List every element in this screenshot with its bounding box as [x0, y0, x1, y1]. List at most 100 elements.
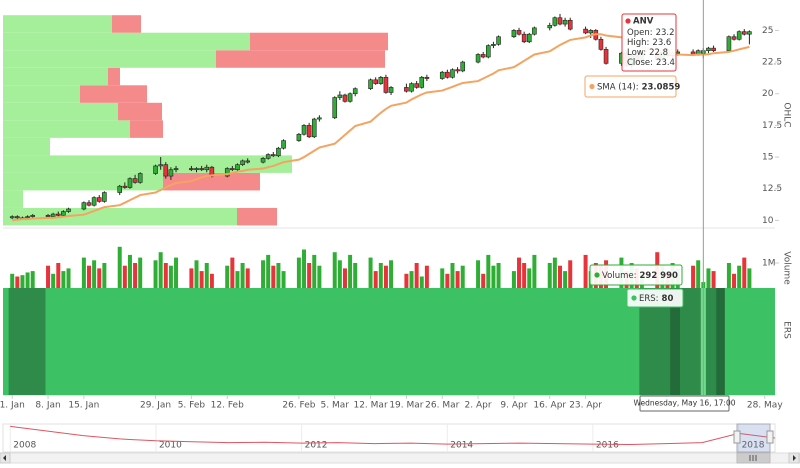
volume-bar [30, 271, 35, 290]
candle-body [332, 97, 338, 119]
candle-body [30, 215, 35, 217]
navigator-tick-label: 2016 [596, 441, 619, 451]
volume-by-price-up [3, 67, 108, 86]
volume-bar [732, 273, 737, 290]
volume-bar [122, 265, 127, 290]
navigator-handle[interactable] [766, 430, 774, 444]
candle-body [158, 164, 163, 167]
volume-bar [56, 263, 61, 290]
navigator-line [10, 425, 776, 446]
volume-bar [527, 268, 532, 290]
candle-body [368, 79, 373, 89]
candle-body [153, 165, 158, 174]
candle-body [81, 202, 87, 210]
x-tick-label: 5. Feb [178, 401, 206, 411]
candle-body [9, 216, 15, 219]
volume-bar [691, 265, 696, 290]
volume-bar [10, 273, 15, 290]
x-tick-label: 15. Jan [68, 401, 99, 411]
candle-body [414, 83, 419, 88]
candle-body [55, 213, 61, 216]
volume-by-price-up [3, 102, 118, 121]
volume-tooltip [589, 264, 683, 286]
volume-bar [373, 271, 378, 290]
volume-bar [317, 265, 322, 290]
candle-body [173, 168, 179, 171]
candle-body [460, 61, 466, 72]
volume-bar [163, 263, 168, 290]
tooltip-ohlc: Open: 23.2 [627, 28, 675, 38]
tooltip-ohlc-value: 22.8 [649, 48, 668, 58]
candle-body [557, 17, 563, 25]
candle-body [583, 28, 588, 34]
volume-bar [342, 268, 347, 290]
volume-bar [117, 246, 122, 290]
tooltip-sma-label: SMA (14): [597, 82, 639, 92]
volume-by-price-down [216, 50, 385, 68]
candle-body [61, 211, 66, 216]
tooltip-bullet [631, 295, 637, 301]
tooltip-ohlc: High: 23.6 [627, 38, 671, 48]
volume-bar [557, 265, 562, 290]
volume-bar [517, 257, 522, 290]
ers-area [12, 288, 750, 395]
volume-bar [61, 271, 66, 290]
candle-body [352, 88, 358, 95]
volume-bar [440, 268, 445, 290]
candle-body [137, 173, 143, 183]
volume-bar [97, 268, 102, 290]
tooltip-ohlc-value: 23.4 [656, 58, 675, 68]
volume-by-price-down [163, 172, 260, 191]
volume-by-price-up [3, 207, 237, 226]
main-layer: 10 12.5 15 17.5 20 22.5 25 1. Jan 8. Jan 15. Jan 2… [0, 13, 800, 464]
volume-bar [706, 268, 711, 290]
ers-band [716, 288, 725, 395]
volume-by-price-down [130, 120, 163, 138]
candle-body [163, 164, 169, 177]
volume-bar [383, 265, 388, 290]
volume-bar [491, 265, 496, 290]
tooltip-ohlc-value: 23.2 [656, 28, 675, 38]
volume-bar [261, 260, 266, 290]
volume-by-price-up [3, 120, 130, 138]
volume-bar [547, 263, 552, 290]
x-tick-label: 1. Jan [0, 401, 25, 411]
candle-body [347, 93, 353, 102]
volume-by-price-up [3, 15, 112, 33]
volume-bar [92, 260, 97, 290]
volume-bar [532, 254, 537, 290]
candle-body [265, 154, 271, 159]
candle-body [96, 197, 102, 202]
candle-body [445, 71, 450, 78]
volume-bar [199, 271, 204, 290]
candle-body [526, 33, 532, 43]
volume-by-price-down [118, 102, 162, 121]
y-axis-title: ERS [782, 321, 792, 339]
volume-bar [711, 271, 716, 290]
volume-bar [348, 254, 353, 290]
navigator-handle[interactable] [733, 430, 741, 444]
candle-body [373, 79, 378, 84]
x-tick-label: 5. Mar [321, 401, 350, 411]
volume-bar [102, 263, 107, 290]
y-tick-label: 22.5 [762, 58, 782, 68]
ers-tooltip [626, 288, 684, 308]
candle-body [281, 140, 286, 149]
volume-by-price-down [237, 207, 277, 226]
candle-body [224, 168, 230, 177]
x-tick-label: 8. Jan [35, 401, 60, 411]
candle-body [547, 25, 553, 29]
y-tick-label: 15 [762, 153, 773, 163]
tooltip-bullet [589, 83, 595, 90]
candle-body [276, 147, 281, 157]
volume-by-price-up [3, 32, 250, 51]
x-tick-label: 23. Apr [569, 401, 602, 411]
x-tick-label: 9. Apr [500, 401, 527, 411]
candle-body [66, 208, 71, 212]
x-tick-label: 2. Apr [465, 401, 492, 411]
candle-body [439, 71, 445, 79]
x-tick-label: 16. Apr [533, 401, 566, 411]
scrollbar-left-arrow [3, 455, 6, 461]
volume-bar [225, 265, 230, 290]
